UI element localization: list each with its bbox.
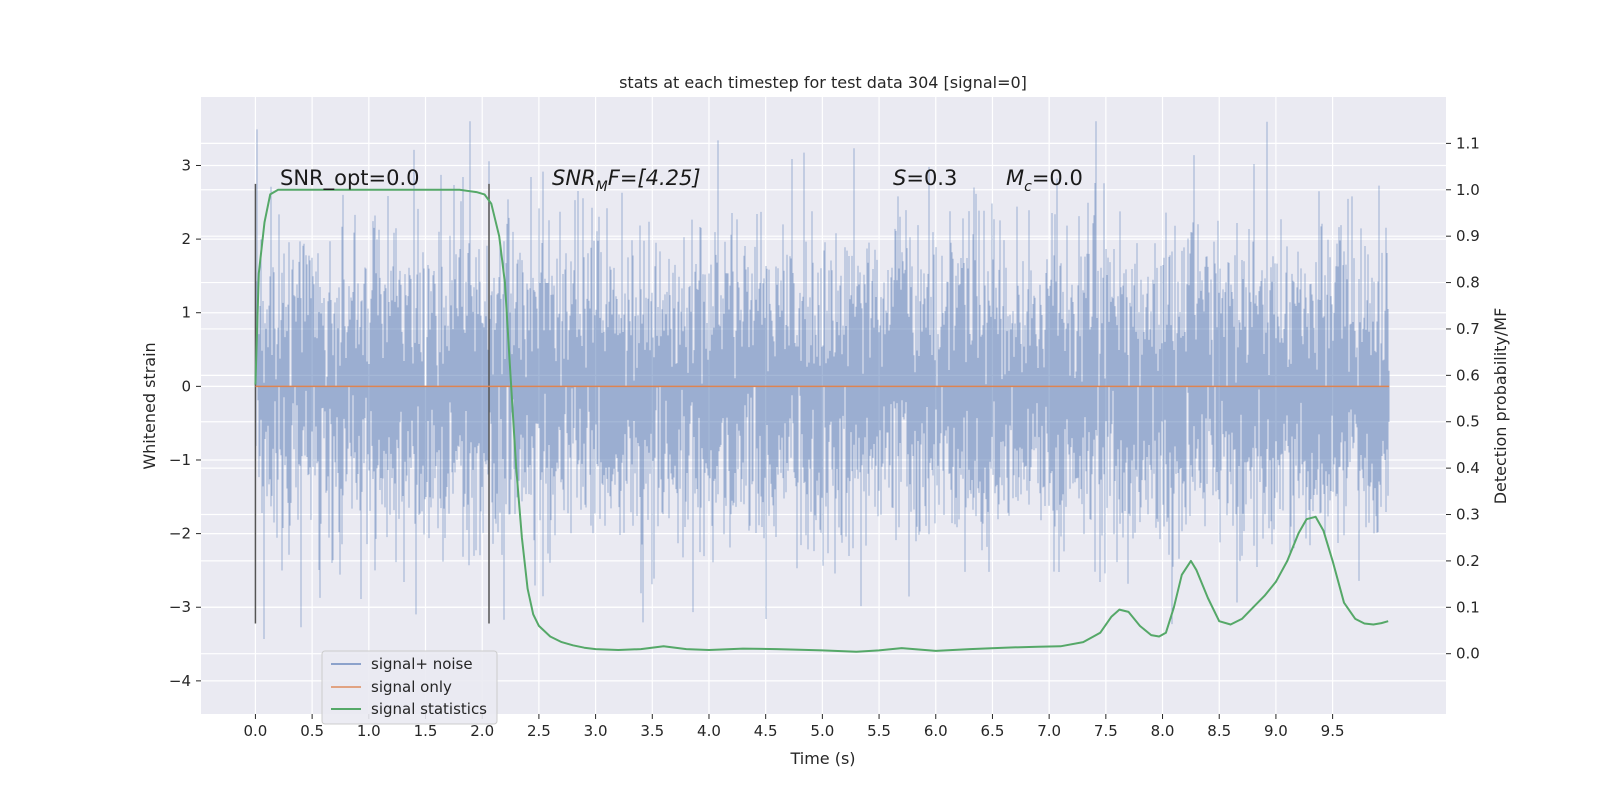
signal-statistics-line [254, 188, 1389, 653]
x-tick-label: 7.0 [1037, 722, 1061, 740]
x-tick-label: 6.5 [981, 722, 1005, 740]
legend: signal+ noise signal only signal statist… [321, 650, 498, 725]
x-tick-label: 2.5 [527, 722, 551, 740]
right-y-tick-label: 0.1 [1456, 598, 1480, 616]
x-axis-ticks: 0.0 0.5 1.0 1.5 2.0 2.5 3.0 3.5 4.0 4.5 5.0 5.5 6.0 6… [243, 714, 1345, 740]
right-y-axis-label: Detection probability/MF [1491, 308, 1510, 505]
right-y-tick-label: 1.1 [1456, 134, 1480, 152]
annotation-s-main: S [893, 166, 906, 190]
x-tick-label: 2.0 [470, 722, 494, 740]
right-y-tick-label: 0.8 [1456, 274, 1480, 292]
x-tick-label: 9.5 [1321, 722, 1345, 740]
legend-box [321, 650, 498, 725]
right-y-tick-label: 1.0 [1456, 181, 1480, 199]
x-tick-label: 9.0 [1264, 722, 1288, 740]
right-y-tick-label: 0.3 [1456, 506, 1480, 524]
x-tick-label: 4.0 [697, 722, 721, 740]
annotation-snr-mf-main: SNR [552, 166, 596, 190]
x-tick-label: 5.0 [810, 722, 834, 740]
x-tick-label: 1.5 [414, 722, 438, 740]
annotation-mc-rest: =0.0 [1032, 166, 1083, 190]
right-y-tick-label: 0.9 [1456, 227, 1480, 245]
right-y-tick-label: 0.4 [1456, 459, 1480, 477]
y-axis-ticks: 3 2 1 0 −1 −2 −3 −4 [169, 156, 201, 690]
annotation-snr-mf-sub: M [596, 179, 608, 195]
x-tick-label: 1.0 [357, 722, 381, 740]
y-tick-label: −3 [169, 598, 191, 616]
signal-statistics-series [254, 188, 1389, 653]
x-tick-label: 8.0 [1151, 722, 1175, 740]
y-tick-label: 0 [181, 377, 191, 395]
right-y-tick-label: 0.6 [1456, 366, 1480, 384]
legend-label-signal-statistics: signal statistics [371, 700, 487, 718]
annotation-mc: Mc=0.0 [1006, 166, 1083, 195]
annotation-s: S=0.3 [893, 166, 957, 190]
x-tick-label: 0.5 [300, 722, 324, 740]
legend-label-noise: signal+ noise [371, 655, 473, 673]
x-tick-label: 0.0 [243, 722, 267, 740]
y-tick-label: −4 [169, 672, 191, 690]
y-tick-label: −1 [169, 451, 191, 469]
y-tick-label: 3 [181, 156, 191, 174]
x-tick-label: 3.5 [640, 722, 664, 740]
x-tick-label: 4.5 [754, 722, 778, 740]
right-y-tick-label: 0.2 [1456, 552, 1480, 570]
y-tick-label: −2 [169, 525, 191, 543]
annotation-mc-main: M [1006, 166, 1024, 190]
annotation-snr-opt: SNR_opt=0.0 [280, 166, 420, 191]
x-tick-label: 8.5 [1207, 722, 1231, 740]
legend-label-signal-only: signal only [371, 678, 452, 696]
annotation-mc-sub: c [1024, 179, 1032, 195]
window-markers [254, 183, 490, 624]
x-tick-label: 7.5 [1094, 722, 1118, 740]
chart-title: stats at each timestep for test data 304… [619, 73, 1027, 92]
y-tick-label: 2 [181, 230, 191, 248]
annotation-snr-mf: SNRMF=[4.25] [552, 166, 701, 195]
annotation-s-rest: =0.3 [906, 166, 957, 190]
right-y-tick-label: 0.0 [1456, 645, 1480, 663]
y-axis-label: Whitened strain [140, 342, 159, 469]
right-y-tick-label: 0.7 [1456, 320, 1480, 338]
x-tick-label: 3.0 [584, 722, 608, 740]
x-axis-label: Time (s) [789, 749, 855, 768]
x-tick-label: 5.5 [867, 722, 891, 740]
x-tick-label: 6.0 [924, 722, 948, 740]
right-y-axis-ticks: 1.1 1.0 0.9 0.8 0.7 0.6 0.5 0.4 0.3 0.2 0.1 0.0 [1446, 134, 1480, 663]
y-tick-label: 1 [181, 304, 191, 322]
right-y-tick-label: 0.5 [1456, 413, 1480, 431]
annotation-snr-mf-rest: F=[4.25] [608, 166, 701, 190]
